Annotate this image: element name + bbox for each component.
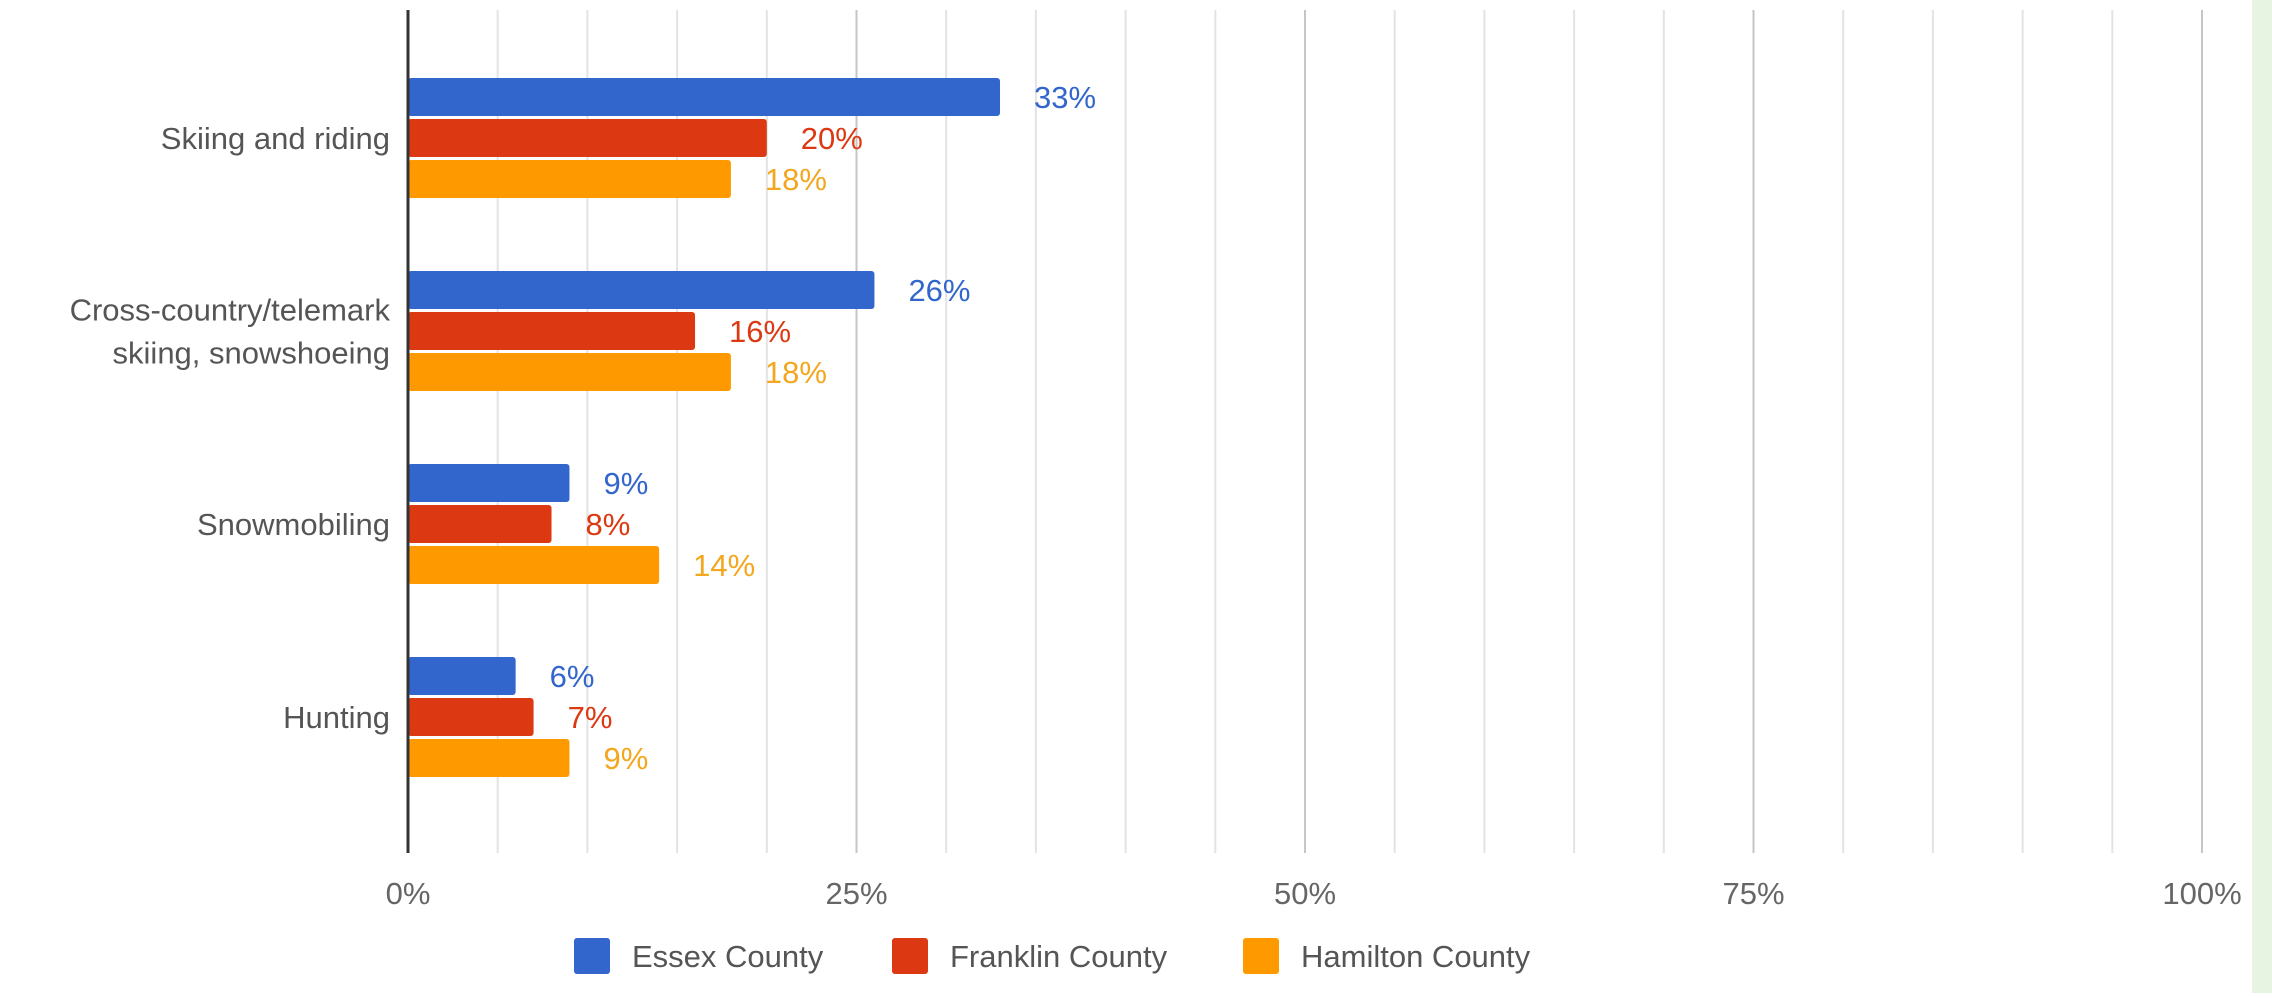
data-label: 20% <box>801 121 863 156</box>
category-label: skiing, snowshoeing <box>113 336 390 371</box>
bar <box>408 78 1001 116</box>
x-tick-label: 25% <box>825 876 887 911</box>
x-tick-label: 75% <box>1722 876 1784 911</box>
data-label: 9% <box>603 741 648 776</box>
data-label: 6% <box>550 659 595 694</box>
legend-swatch <box>574 938 610 974</box>
legend-label: Essex County <box>632 939 824 974</box>
bar <box>408 739 570 777</box>
bar <box>408 505 552 543</box>
bar <box>408 312 696 350</box>
category-label: Snowmobiling <box>197 507 390 542</box>
right-edge-panel <box>2252 0 2272 993</box>
bar <box>408 119 767 157</box>
data-label: 7% <box>568 700 613 735</box>
bar <box>408 271 875 309</box>
bar <box>408 546 660 584</box>
data-label: 14% <box>693 548 755 583</box>
bar <box>408 353 731 391</box>
legend-label: Hamilton County <box>1301 939 1531 974</box>
bar <box>408 464 570 502</box>
bar <box>408 698 534 736</box>
data-label: 33% <box>1034 80 1096 115</box>
x-tick-label: 50% <box>1274 876 1336 911</box>
x-tick-label: 0% <box>386 876 431 911</box>
category-label: Skiing and riding <box>161 121 390 156</box>
data-label: 16% <box>729 314 791 349</box>
data-label: 26% <box>908 273 970 308</box>
data-label: 8% <box>586 507 631 542</box>
category-label: Cross-country/telemark <box>70 293 391 328</box>
bar <box>408 657 516 695</box>
data-label: 18% <box>765 162 827 197</box>
legend-label: Franklin County <box>950 939 1168 974</box>
data-label: 9% <box>603 466 648 501</box>
category-label: Hunting <box>283 700 390 735</box>
bar <box>408 160 731 198</box>
legend-swatch <box>1243 938 1279 974</box>
legend-swatch <box>892 938 928 974</box>
data-label: 18% <box>765 355 827 390</box>
x-tick-label: 100% <box>2162 876 2241 911</box>
